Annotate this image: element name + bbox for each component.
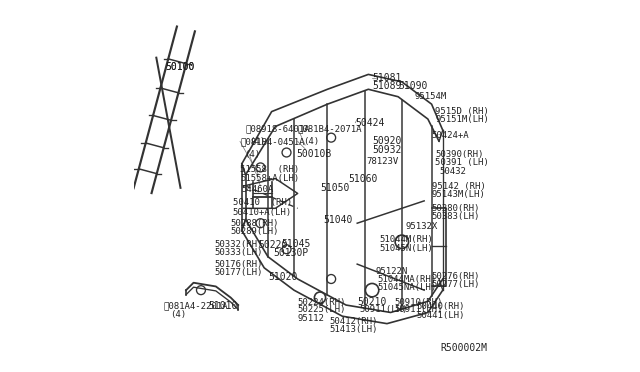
Text: 50432: 50432 — [439, 167, 466, 176]
Text: 50440(RH): 50440(RH) — [417, 302, 465, 311]
Text: 50276(RH): 50276(RH) — [431, 272, 480, 280]
Text: 50424+A: 50424+A — [431, 131, 469, 140]
Text: (4): (4) — [303, 137, 319, 146]
Text: ⓝ08918-6401A: ⓝ08918-6401A — [246, 124, 310, 133]
Text: 51020: 51020 — [268, 272, 298, 282]
Text: 78123V: 78123V — [367, 157, 399, 166]
Text: 95122N: 95122N — [376, 267, 408, 276]
Text: 51558  (RH): 51558 (RH) — [240, 165, 299, 174]
Text: 51558+A(LH): 51558+A(LH) — [240, 174, 299, 183]
Text: 50220: 50220 — [259, 240, 288, 250]
Text: 95151M(LH): 95151M(LH) — [435, 115, 489, 124]
Text: 50130P: 50130P — [273, 248, 308, 258]
Text: 9515D (RH): 9515D (RH) — [435, 107, 489, 116]
Text: 50224(RH): 50224(RH) — [298, 298, 346, 307]
Text: 50332(RH): 50332(RH) — [214, 240, 262, 249]
Text: 54460A: 54460A — [242, 185, 274, 194]
Text: 50911(LH): 50911(LH) — [394, 305, 443, 314]
Text: 50424: 50424 — [355, 118, 385, 128]
Text: 50390(RH): 50390(RH) — [435, 150, 484, 159]
Text: 95154M: 95154M — [415, 92, 447, 101]
Text: 50910(RH): 50910(RH) — [394, 298, 443, 307]
Text: 51010: 51010 — [209, 301, 238, 311]
Text: 50225(LH): 50225(LH) — [298, 305, 346, 314]
Text: 51081: 51081 — [372, 73, 401, 83]
Text: 51044MA(RH): 51044MA(RH) — [378, 275, 436, 284]
Text: 51089: 51089 — [372, 81, 401, 90]
Text: 50441(LH): 50441(LH) — [417, 311, 465, 320]
Text: 50920: 50920 — [372, 137, 401, 146]
Text: 95143M(LH): 95143M(LH) — [431, 190, 485, 199]
Text: ⓑ081B4-0451A: ⓑ081B4-0451A — [240, 137, 305, 146]
Text: 50383(LH): 50383(LH) — [431, 212, 480, 221]
Text: 51090: 51090 — [398, 81, 428, 90]
Text: 50410  (RH): 50410 (RH) — [232, 198, 292, 207]
Text: 50010B: 50010B — [296, 150, 331, 159]
Text: 51060: 51060 — [348, 174, 377, 183]
Text: ⓑ081B4-2071A: ⓑ081B4-2071A — [298, 124, 362, 133]
Text: (4): (4) — [250, 137, 266, 146]
Text: 95132X: 95132X — [406, 222, 438, 231]
Text: 50391 (LH): 50391 (LH) — [435, 158, 489, 167]
Text: 50210: 50210 — [357, 297, 387, 307]
Text: 51045NA(LH): 51045NA(LH) — [378, 283, 436, 292]
Text: 50177(LH): 50177(LH) — [214, 268, 262, 277]
Text: (4): (4) — [244, 150, 260, 159]
Text: 50277(LH): 50277(LH) — [431, 280, 480, 289]
Text: 50333(LH): 50333(LH) — [214, 248, 262, 257]
Text: 50288(RH): 50288(RH) — [231, 219, 279, 228]
Text: 51045N(LH): 51045N(LH) — [380, 244, 433, 253]
Text: 51413(LH): 51413(LH) — [330, 326, 378, 334]
Text: (4): (4) — [170, 310, 187, 319]
Text: 50380(RH): 50380(RH) — [431, 204, 480, 213]
Text: 50100: 50100 — [166, 62, 195, 72]
Text: 50911(LH): 50911(LH) — [359, 305, 408, 314]
Text: 50412(RH): 50412(RH) — [330, 317, 378, 326]
Text: 50410+A(LH): 50410+A(LH) — [232, 208, 292, 217]
Text: 95112: 95112 — [298, 314, 324, 323]
Text: 51045: 51045 — [281, 239, 310, 248]
Text: ⓑ081A4-2201A: ⓑ081A4-2201A — [163, 301, 227, 310]
Text: 50932: 50932 — [372, 145, 401, 154]
Text: 51040: 51040 — [324, 215, 353, 225]
Text: 95142 (RH): 95142 (RH) — [431, 182, 485, 190]
Text: 50100: 50100 — [166, 62, 195, 72]
Text: 51044M(RH): 51044M(RH) — [380, 235, 433, 244]
Text: R500002M: R500002M — [440, 343, 488, 353]
Text: 50176(RH): 50176(RH) — [214, 260, 262, 269]
Text: 51050: 51050 — [320, 183, 349, 193]
Text: 50289(LH): 50289(LH) — [231, 227, 279, 236]
